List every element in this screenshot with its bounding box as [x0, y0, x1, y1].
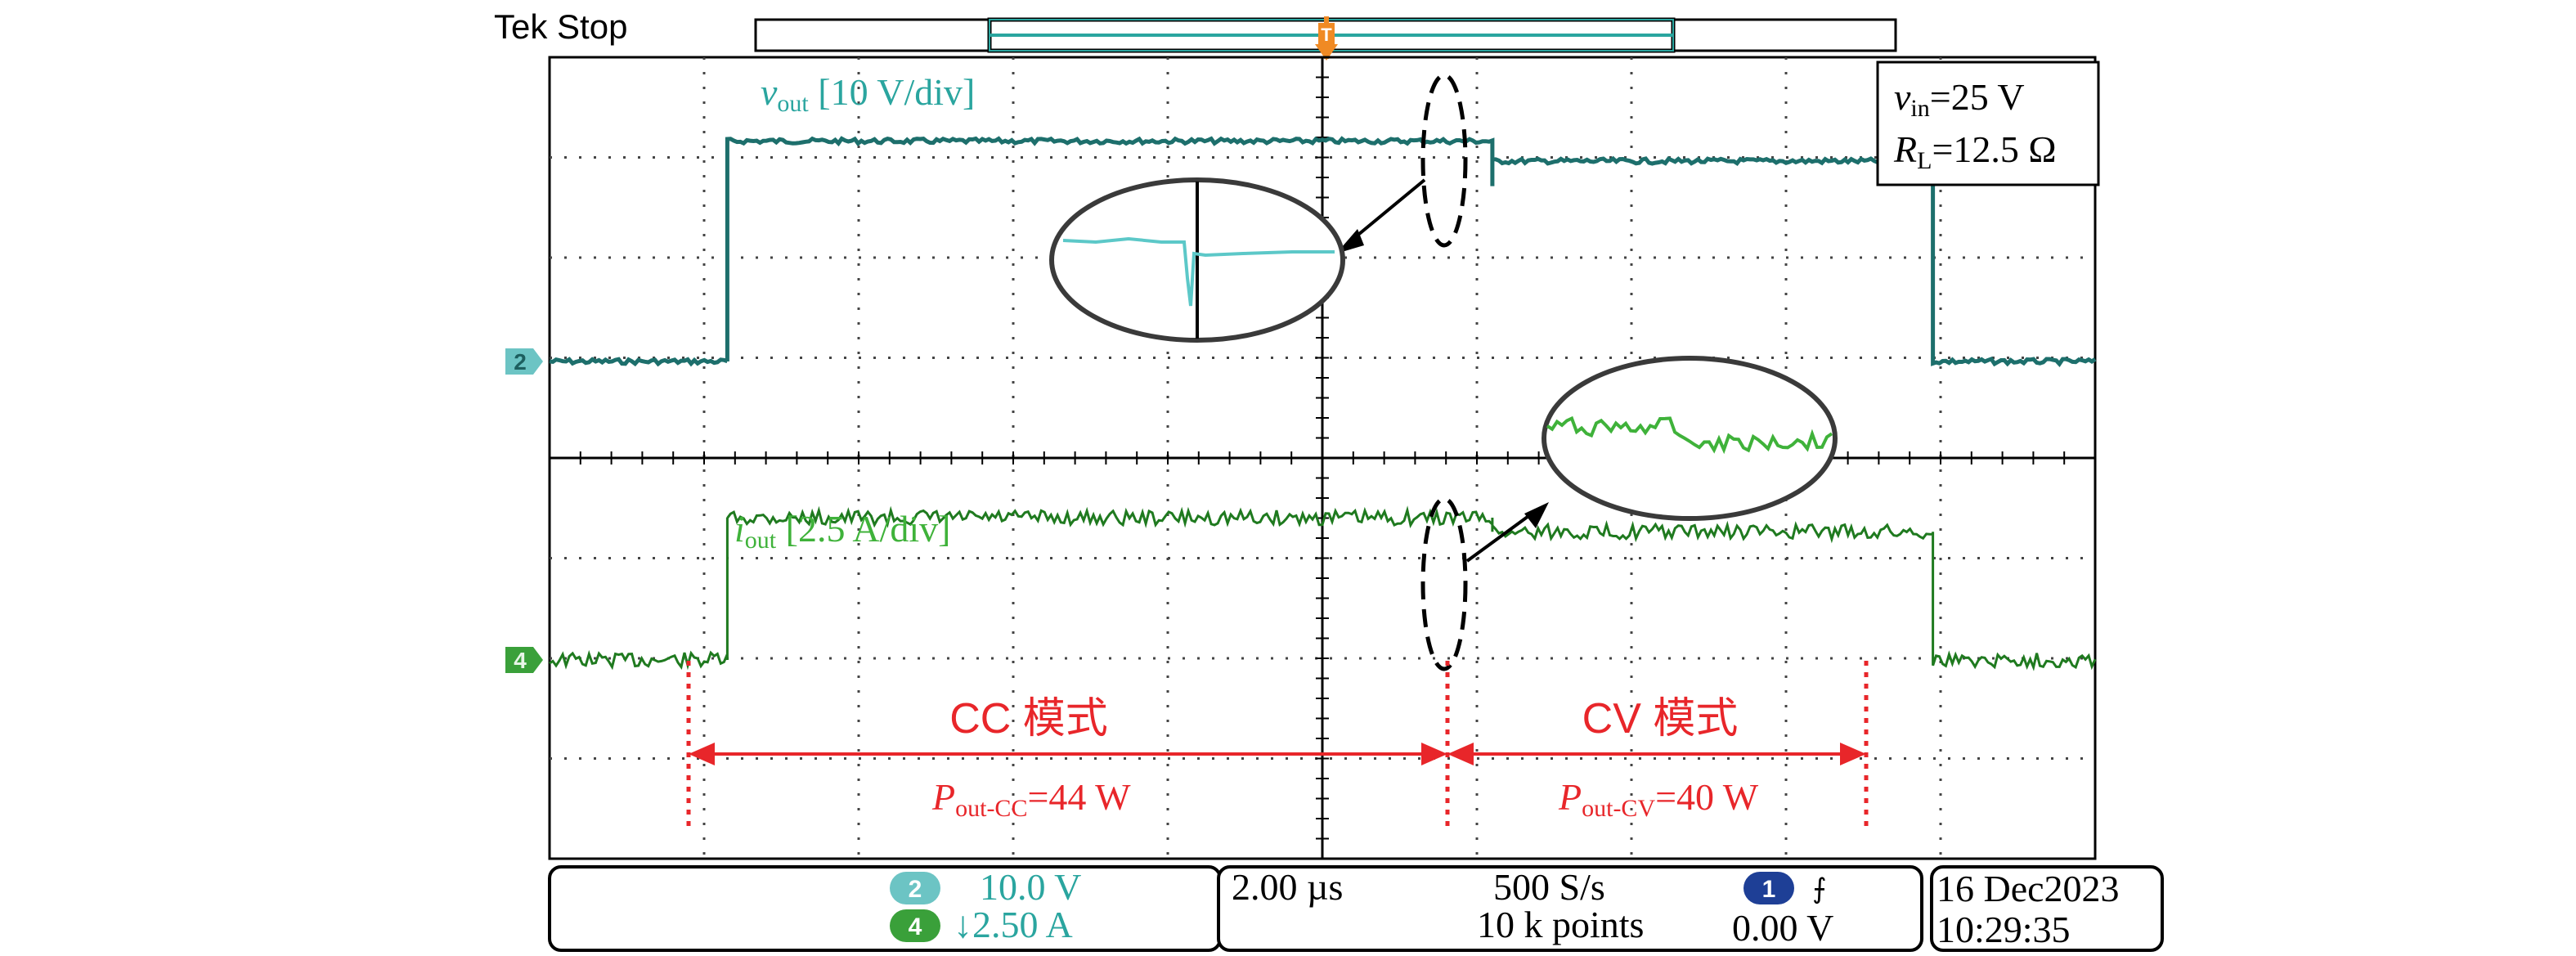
trigger-source-badge: 1: [1762, 876, 1776, 903]
graticule: [548, 56, 2097, 860]
status-bar: 2 10.0 V 4 ↓2.50 A 2.00 µs 500 S/s 10 k …: [548, 865, 2164, 952]
timebase-readout[interactable]: 2.00 µs: [1232, 866, 1343, 908]
ch4-badge: 4: [909, 913, 922, 940]
ch2-ground-label: 2: [514, 349, 527, 375]
ch2-scale: 10.0 V: [980, 866, 1081, 908]
cv-mode-label: CV 模式: [1582, 695, 1739, 743]
vout-transition-highlight: [1336, 73, 1468, 254]
iout-label: iout [2.5 A/div]: [734, 508, 951, 554]
date-readout: 16 Dec2023: [1936, 868, 2120, 909]
ch2-scale-readout[interactable]: 2 10.0 V: [890, 866, 1081, 908]
ch2-badge: 2: [909, 876, 922, 903]
iout-waveform: [549, 505, 2097, 671]
cv-power-label: Pout-CV=40 W: [1558, 776, 1759, 822]
acquisition-status: Tek Stop: [494, 7, 627, 46]
iout-transition-highlight: [1420, 496, 1549, 671]
vout-zoom-inset: [1049, 177, 1345, 343]
vout-label: vout [10 V/div]: [761, 71, 975, 117]
ch4-scale: ↓2.50 A: [954, 904, 1073, 945]
trigger-position-marker[interactable]: T: [1315, 16, 1338, 61]
vout-waveform: [549, 136, 2097, 368]
ch4-ground-label: 4: [514, 648, 527, 673]
cc-power-label: Pout-CC=44 W: [931, 776, 1131, 822]
cv-span-arrow: [1447, 743, 1866, 765]
time-readout: 10:29:35: [1936, 909, 2071, 950]
operating-conditions-box: vin=25 V RL=12.5 Ω: [1876, 61, 2100, 186]
rl-label: RL=12.5 Ω: [1893, 128, 2057, 174]
datetime-panel: [1930, 865, 2164, 952]
sample-rate-readout: 500 S/s: [1493, 866, 1605, 908]
mode-annotations: CC 模式 CV 模式 Pout-CC=44 W Pout-CV=40 W: [686, 661, 1869, 826]
trigger-readout[interactable]: 1 ⨍ 0.00 V: [1732, 872, 1833, 949]
iout-zoom-inset: [1542, 356, 1838, 521]
vin-label: vin=25 V: [1894, 76, 2025, 122]
channel-readout-panel: [548, 865, 1222, 952]
trigger-marker-label: T: [1321, 25, 1332, 45]
ch2-ground-marker[interactable]: 2: [505, 348, 543, 375]
ch4-scale-readout[interactable]: 4 ↓2.50 A: [890, 904, 1073, 945]
ch4-ground-marker[interactable]: 4: [505, 647, 543, 673]
cc-span-arrow: [689, 743, 1447, 765]
trigger-slope: ⨍: [1812, 873, 1827, 904]
cc-mode-label: CC 模式: [949, 695, 1108, 743]
record-length-readout: 10 k points: [1477, 904, 1644, 945]
trigger-level: 0.00 V: [1732, 907, 1833, 949]
